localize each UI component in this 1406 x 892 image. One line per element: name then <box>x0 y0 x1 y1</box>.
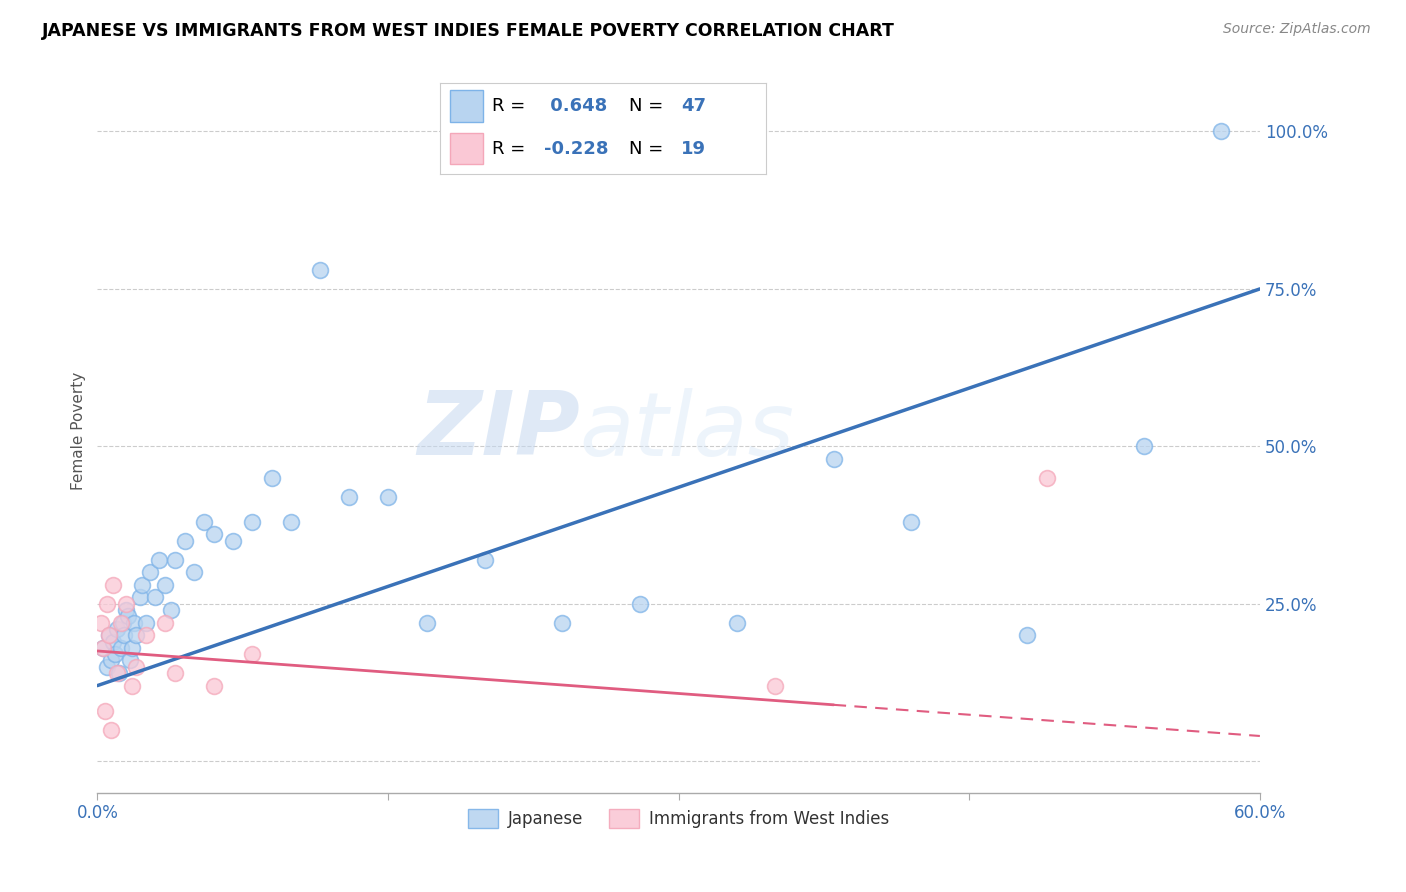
Point <box>94 704 117 718</box>
Point <box>377 490 399 504</box>
Point <box>100 653 122 667</box>
Point <box>91 640 114 655</box>
Point <box>96 659 118 673</box>
Point <box>240 515 263 529</box>
Text: JAPANESE VS IMMIGRANTS FROM WEST INDIES FEMALE POVERTY CORRELATION CHART: JAPANESE VS IMMIGRANTS FROM WEST INDIES … <box>42 22 896 40</box>
Point <box>121 640 143 655</box>
Point <box>105 622 128 636</box>
Point <box>173 533 195 548</box>
Point <box>100 723 122 737</box>
Point <box>111 615 134 630</box>
Text: ZIP: ZIP <box>418 387 579 474</box>
Point <box>900 515 922 529</box>
Point <box>121 679 143 693</box>
Point <box>160 603 183 617</box>
Point <box>125 659 148 673</box>
Point <box>129 591 152 605</box>
Point <box>91 640 114 655</box>
Point <box>628 597 651 611</box>
Point <box>163 666 186 681</box>
Point <box>107 666 129 681</box>
Point <box>202 679 225 693</box>
Point <box>114 628 136 642</box>
Point <box>135 615 157 630</box>
Point <box>105 666 128 681</box>
Point <box>183 566 205 580</box>
Text: Source: ZipAtlas.com: Source: ZipAtlas.com <box>1223 22 1371 37</box>
Point <box>110 615 132 630</box>
Point <box>135 628 157 642</box>
Point <box>551 615 574 630</box>
Point <box>98 628 121 642</box>
Point <box>104 647 127 661</box>
Point <box>115 597 138 611</box>
Y-axis label: Female Poverty: Female Poverty <box>72 371 86 490</box>
Point <box>193 515 215 529</box>
Point <box>125 628 148 642</box>
Point <box>474 552 496 566</box>
Point <box>1017 628 1039 642</box>
Point <box>1132 439 1154 453</box>
Point <box>309 263 332 277</box>
Point <box>120 653 142 667</box>
Point <box>115 603 138 617</box>
Point <box>280 515 302 529</box>
Point <box>98 628 121 642</box>
Point <box>148 552 170 566</box>
Point <box>823 451 845 466</box>
Point <box>765 679 787 693</box>
Point <box>117 609 139 624</box>
Point <box>153 578 176 592</box>
Point <box>1035 471 1057 485</box>
Legend: Japanese, Immigrants from West Indies: Japanese, Immigrants from West Indies <box>461 803 896 835</box>
Point <box>96 597 118 611</box>
Point <box>145 591 167 605</box>
Point <box>337 490 360 504</box>
Point <box>163 552 186 566</box>
Point <box>725 615 748 630</box>
Point <box>101 578 124 592</box>
Text: atlas: atlas <box>579 388 794 474</box>
Point <box>90 615 112 630</box>
Point <box>101 634 124 648</box>
Point <box>416 615 439 630</box>
Point <box>138 566 160 580</box>
Point <box>202 527 225 541</box>
Point <box>110 640 132 655</box>
Point <box>240 647 263 661</box>
Point <box>122 615 145 630</box>
Point <box>131 578 153 592</box>
Point <box>222 533 245 548</box>
Point <box>260 471 283 485</box>
Point <box>153 615 176 630</box>
Point <box>1211 124 1233 138</box>
